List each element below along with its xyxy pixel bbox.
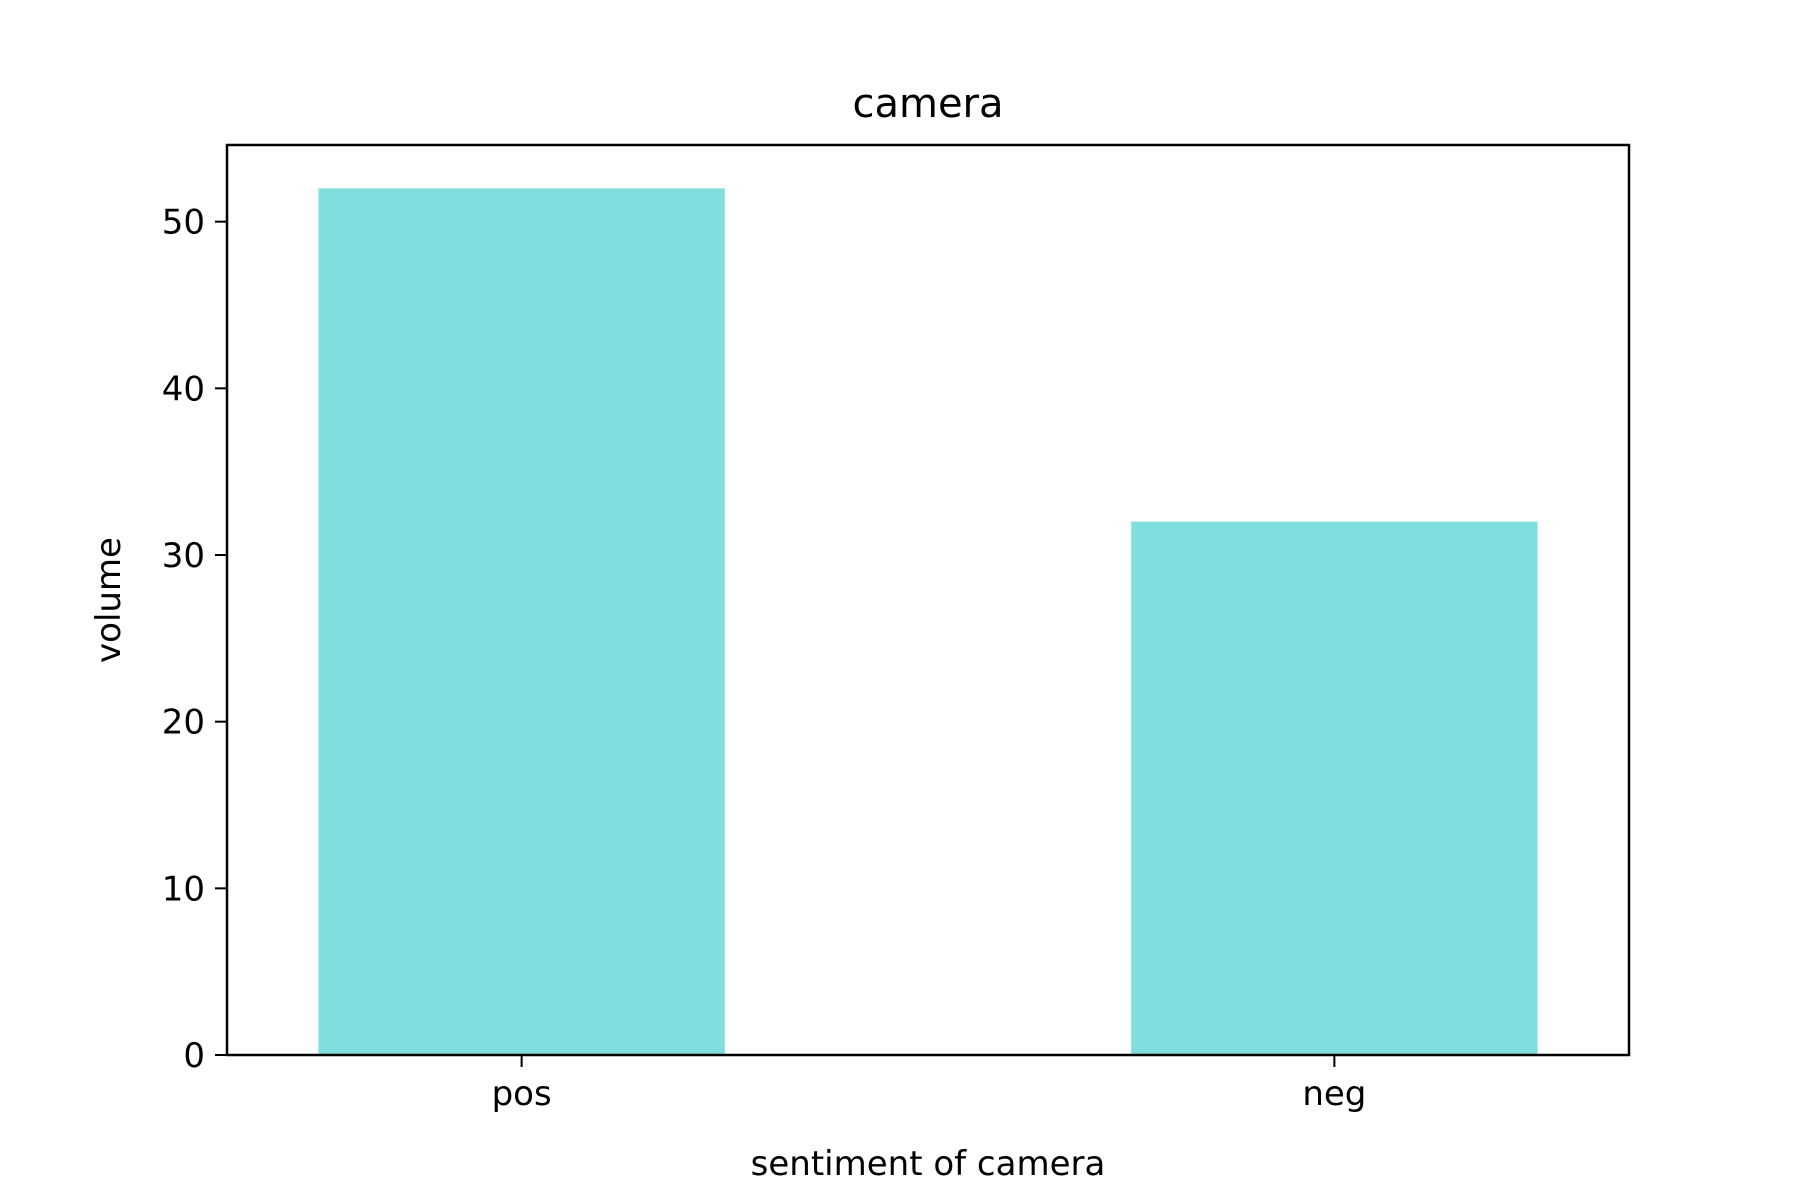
bar-neg — [1131, 521, 1538, 1055]
y-tick-label: 50 — [162, 203, 205, 243]
plot-frame — [225, 143, 1631, 1057]
y-tick-label: 20 — [162, 703, 205, 743]
x-axis-ticks: pos neg — [492, 1055, 1366, 1114]
y-axis-label: volume — [89, 537, 129, 663]
x-axis-label: sentiment of camera — [751, 1144, 1106, 1184]
chart-title: camera — [852, 81, 1003, 127]
y-tick-label: 30 — [162, 536, 205, 576]
y-tick-label: 0 — [183, 1036, 205, 1076]
x-tick-label: pos — [492, 1074, 552, 1114]
y-tick-label: 40 — [162, 369, 205, 409]
bar-pos — [318, 188, 725, 1056]
bars-group — [318, 188, 1538, 1056]
x-tick-label: neg — [1302, 1074, 1366, 1114]
y-tick-label: 10 — [162, 869, 205, 909]
y-axis-ticks: 0 10 20 30 40 50 — [162, 203, 227, 1076]
